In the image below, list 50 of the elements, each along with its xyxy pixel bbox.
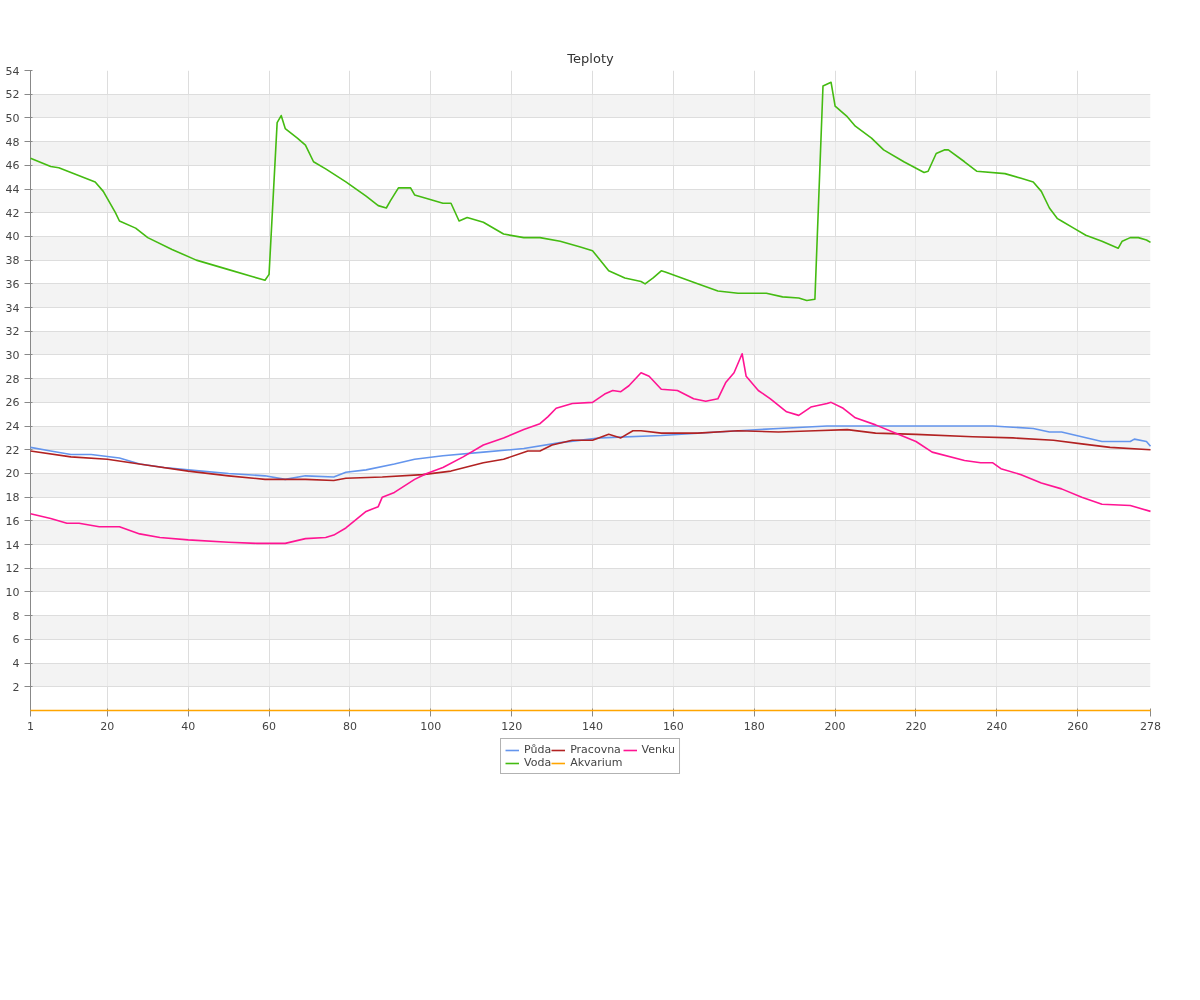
x-tick-label: 140 — [582, 719, 604, 733]
x-tick-label: 20 — [100, 719, 115, 733]
y-tick-label: 6 — [12, 633, 20, 647]
y-tick-label: 24 — [5, 420, 20, 434]
y-tick-label: 42 — [5, 206, 20, 220]
y-tick-label: 10 — [5, 585, 20, 599]
x-tick-label: 200 — [824, 719, 846, 733]
x-tick-label: 120 — [501, 719, 523, 733]
line-series — [29, 352, 1152, 545]
y-tick-label: 44 — [5, 183, 20, 197]
y-tick-label: 32 — [5, 325, 20, 339]
y-tick-label: 52 — [5, 88, 20, 102]
y-tick-label: 2 — [12, 680, 20, 694]
x-tick-label: 240 — [986, 719, 1008, 733]
x-tick-label: 278 — [1140, 719, 1161, 733]
legend-label: Venku — [641, 743, 675, 756]
x-tick-label: 160 — [662, 719, 684, 733]
y-tick-label: 20 — [5, 467, 20, 481]
y-tick-label: 8 — [12, 609, 20, 623]
x-tick-label: 1 — [27, 719, 34, 733]
legend-label: Pracovna — [570, 743, 621, 756]
y-tick-label: 54 — [5, 64, 20, 78]
y-tick-label: 30 — [5, 348, 20, 362]
y-tick-label: 46 — [5, 159, 20, 173]
y-tick-label: 18 — [5, 491, 20, 505]
legend-label: Akvarium — [570, 756, 623, 769]
y-tick-label: 26 — [5, 396, 20, 410]
y-tick-label: 48 — [5, 135, 20, 149]
chart-title: Teploty — [566, 50, 614, 66]
x-tick-label: 40 — [181, 719, 196, 733]
y-tick-label: 40 — [5, 230, 20, 244]
y-tick-label: 34 — [5, 301, 20, 315]
y-tick-label: 38 — [5, 254, 20, 268]
y-tick-label: 4 — [12, 657, 20, 671]
x-tick-label: 220 — [905, 719, 927, 733]
x-tick-label: 80 — [342, 719, 357, 733]
y-tick-label: 36 — [5, 277, 20, 291]
y-tick-label: 22 — [5, 443, 20, 457]
x-tick-label: 260 — [1067, 719, 1089, 733]
y-tick-label: 16 — [5, 514, 20, 528]
line-series — [29, 81, 1152, 302]
y-tick-label: 50 — [5, 111, 20, 125]
x-tick-label: 100 — [420, 719, 442, 733]
x-tick-label: 60 — [262, 719, 277, 733]
y-tick-label: 12 — [5, 562, 20, 576]
legend-label: Voda — [524, 756, 552, 769]
legend-label: Půda — [524, 743, 552, 756]
y-tick-label: 28 — [5, 372, 20, 386]
x-tick-label: 180 — [743, 719, 765, 733]
y-tick-label: 14 — [5, 538, 20, 552]
